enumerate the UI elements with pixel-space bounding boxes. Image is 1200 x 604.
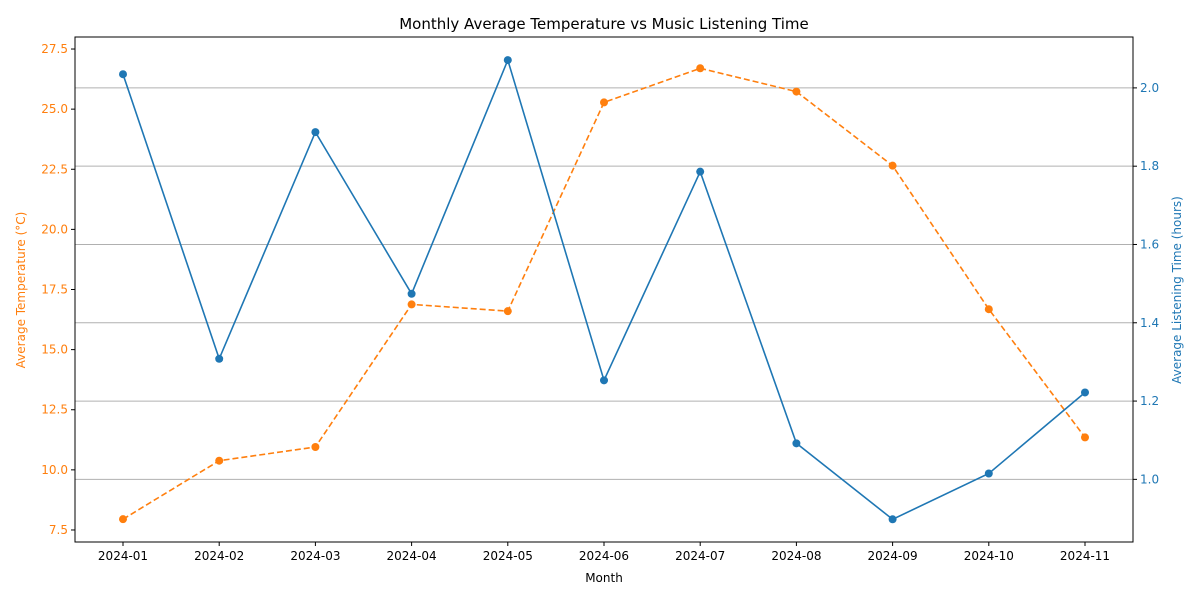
grid xyxy=(75,87,1133,480)
temperature-point xyxy=(696,64,705,73)
temperature-point xyxy=(888,161,897,170)
x-tick-label: 2024-07 xyxy=(675,549,725,563)
temperature-point xyxy=(792,87,801,96)
x-tick-label: 2024-04 xyxy=(387,549,437,563)
listening-point xyxy=(215,354,224,363)
listening-point xyxy=(984,469,993,478)
series-layer xyxy=(119,56,1089,524)
plot-frame xyxy=(74,36,1134,543)
y-right-tick-label: 2.0 xyxy=(1140,81,1159,95)
y-left-tick-label: 12.5 xyxy=(41,403,68,417)
y-left-tick-label: 15.0 xyxy=(41,343,68,357)
y-right-tick-label: 1.8 xyxy=(1140,159,1159,173)
listening-point xyxy=(696,167,705,176)
temperature-point xyxy=(119,515,127,524)
x-tick-label: 2024-03 xyxy=(290,549,340,563)
x-tick-label: 2024-05 xyxy=(483,549,533,563)
x-tick-label: 2024-06 xyxy=(579,549,629,563)
temperature-point xyxy=(1081,433,1089,442)
temperature-point xyxy=(984,305,993,314)
y-axis-left-label: Average Temperature (°C) xyxy=(14,212,28,369)
y-right-tick-label: 1.4 xyxy=(1140,316,1159,330)
listening-line xyxy=(122,57,1086,521)
y-left-tick-label: 17.5 xyxy=(41,283,68,297)
chart-title: Monthly Average Temperature vs Music Lis… xyxy=(399,15,809,33)
x-tick-label: 2024-08 xyxy=(771,549,821,563)
x-axis: 2024-01 2024-02 2024-03 2024-04 2024-05 2024-… xyxy=(98,542,1110,563)
listening-point xyxy=(792,439,801,448)
y-left-tick-label: 20.0 xyxy=(41,222,68,236)
temperature-point xyxy=(215,456,224,465)
y-axis-left: 7.5 10.0 12.5 15.0 17.5 20.0 22.5 25.0 27.5 xyxy=(41,42,75,537)
y-left-tick-label: 7.5 xyxy=(49,523,68,537)
y-axis-right-label: Average Listening Time (hours) xyxy=(1170,196,1184,384)
y-right-tick-label: 1.0 xyxy=(1140,472,1159,486)
listening-point xyxy=(888,515,897,524)
x-tick-label: 2024-02 xyxy=(194,549,244,563)
x-tick-label: 2024-09 xyxy=(868,549,918,563)
y-left-tick-label: 25.0 xyxy=(41,102,68,116)
listening-point xyxy=(311,128,320,137)
listening-point xyxy=(1081,388,1089,397)
x-tick-label: 2024-10 xyxy=(964,549,1014,563)
temperature-point xyxy=(600,98,608,107)
y-left-tick-label: 27.5 xyxy=(41,42,68,56)
temperature-point xyxy=(407,300,416,309)
temperature-point xyxy=(503,307,512,316)
y-left-tick-label: 10.0 xyxy=(41,463,68,477)
x-tick-label: 2024-11 xyxy=(1060,549,1110,563)
listening-point xyxy=(503,56,512,65)
listening-point xyxy=(407,289,416,298)
listening-point xyxy=(600,376,608,385)
listening-point xyxy=(119,70,127,79)
x-tick-label: 2024-01 xyxy=(98,549,148,563)
y-right-tick-label: 1.6 xyxy=(1140,237,1159,251)
temperature-point xyxy=(311,443,320,452)
y-right-tick-label: 1.2 xyxy=(1140,394,1159,408)
y-axis-right: 1.0 1.2 1.4 1.6 1.8 2.0 xyxy=(1133,81,1159,486)
y-left-tick-label: 22.5 xyxy=(41,162,68,176)
temperature-line xyxy=(122,67,1086,520)
x-axis-label: Month xyxy=(585,571,623,585)
